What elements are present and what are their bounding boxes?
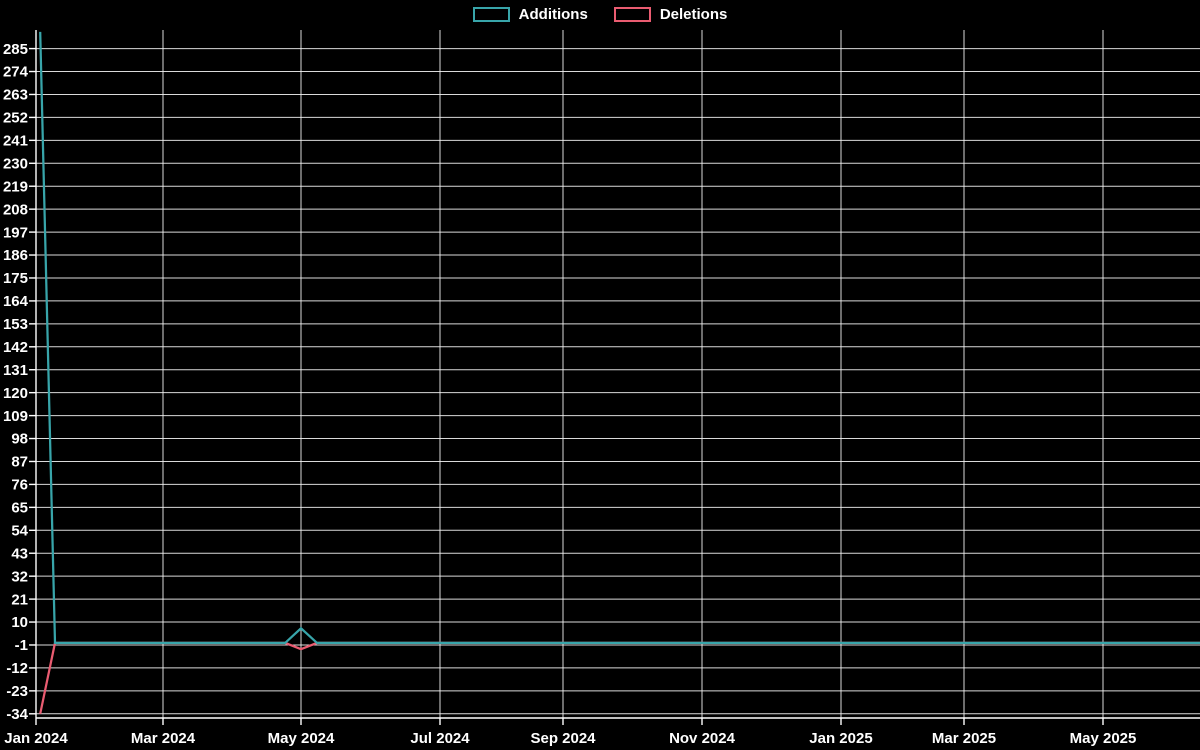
y-tick-label: 208: [3, 201, 28, 218]
y-tick-label: 186: [3, 247, 28, 264]
y-tick-label: 197: [3, 224, 28, 241]
y-tick-label: 54: [11, 522, 28, 539]
y-tick-label: 131: [3, 362, 28, 379]
y-tick-label: 21: [11, 591, 28, 608]
y-tick-label: 285: [3, 41, 28, 58]
x-tick-label: May 2025: [1070, 730, 1137, 747]
y-tick-label: 153: [3, 316, 28, 333]
x-tick-label: Mar 2024: [131, 730, 196, 747]
y-tick-label: 175: [3, 270, 28, 287]
chart-legend: Additions Deletions: [0, 7, 1200, 22]
y-tick-label: -34: [6, 706, 28, 723]
y-tick-label: -23: [6, 683, 28, 700]
x-tick-label: Jul 2024: [410, 730, 470, 747]
y-tick-label: 87: [11, 454, 28, 471]
y-tick-label: 76: [11, 477, 28, 494]
y-tick-label: 120: [3, 385, 28, 402]
y-tick-label: 32: [11, 568, 28, 585]
legend-item-additions[interactable]: Additions: [472, 6, 588, 23]
x-tick-label: Jan 2025: [809, 730, 872, 747]
y-tick-label: 65: [11, 500, 28, 517]
x-tick-label: Nov 2024: [669, 730, 736, 747]
deletions-swatch-icon: [613, 7, 651, 22]
y-tick-label: 263: [3, 87, 28, 104]
y-tick-label: 230: [3, 155, 28, 172]
y-tick-label: 98: [11, 431, 28, 448]
x-tick-label: Sep 2024: [530, 730, 596, 747]
y-tick-label: 252: [3, 110, 28, 127]
x-tick-label: May 2024: [268, 730, 335, 747]
additions-line: [39, 31, 1200, 645]
x-tick-label: Mar 2025: [932, 730, 996, 747]
y-tick-label: 109: [3, 408, 28, 425]
y-tick-label: 274: [3, 64, 29, 81]
y-tick-label: 43: [11, 545, 28, 562]
y-tick-label: 142: [3, 339, 28, 356]
deletions-line: [39, 641, 1200, 715]
y-tick-label: 219: [3, 178, 28, 195]
legend-label-deletions: Deletions: [659, 6, 728, 23]
legend-label-additions: Additions: [518, 6, 588, 23]
y-tick-label: -12: [6, 660, 28, 677]
y-tick-label: 10: [11, 614, 28, 631]
x-tick-label: Jan 2024: [4, 730, 68, 747]
legend-item-deletions[interactable]: Deletions: [613, 6, 728, 23]
y-tick-label: 241: [3, 133, 28, 150]
additions-swatch-icon: [472, 7, 510, 22]
y-tick-label: -1: [15, 637, 28, 654]
y-tick-label: 164: [3, 293, 29, 310]
